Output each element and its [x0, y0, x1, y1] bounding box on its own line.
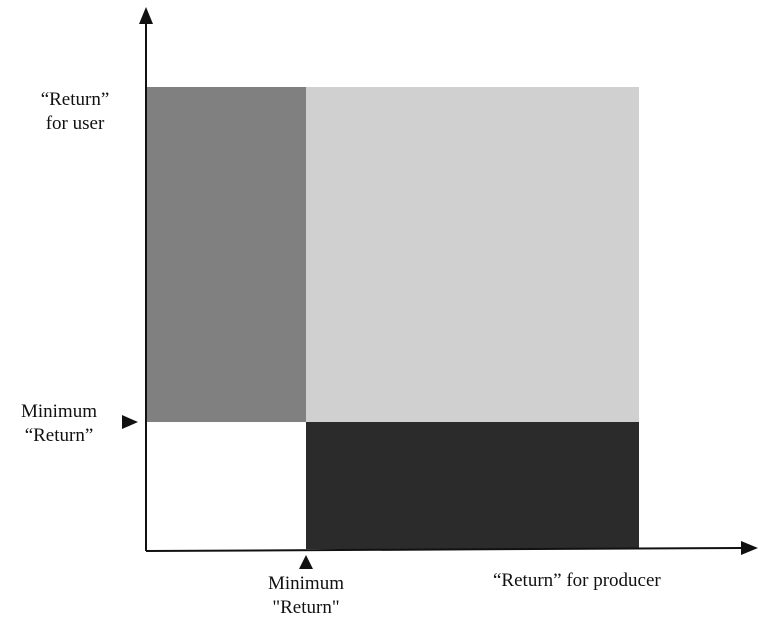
x-minimum-label-line2: "Return": [272, 597, 340, 618]
y-axis-label: “Return” for user: [22, 88, 128, 136]
x-axis-label-text: “Return” for producer: [493, 570, 661, 591]
y-axis-label-line1: “Return”: [40, 89, 110, 110]
x-minimum-label-line1: Minimum: [267, 573, 344, 594]
y-minimum-label-line2: “Return”: [24, 425, 94, 446]
x-axis-label: “Return” for producer: [493, 569, 711, 593]
x-minimum-label: Minimum "Return": [250, 572, 362, 620]
y-axis-label-line2: for user: [45, 113, 105, 134]
y-minimum-marker: [122, 415, 138, 429]
producer-only-region: [306, 422, 639, 549]
x-axis-arrowhead: [741, 541, 758, 555]
x-axis: [145, 547, 743, 552]
user-only-region: [146, 87, 306, 422]
both-acceptable-region: [306, 87, 639, 422]
x-minimum-marker: [299, 555, 313, 569]
y-minimum-label-line1: Minimum: [20, 401, 97, 422]
y-axis-arrowhead: [139, 7, 153, 24]
y-minimum-label: Minimum “Return”: [4, 400, 114, 448]
